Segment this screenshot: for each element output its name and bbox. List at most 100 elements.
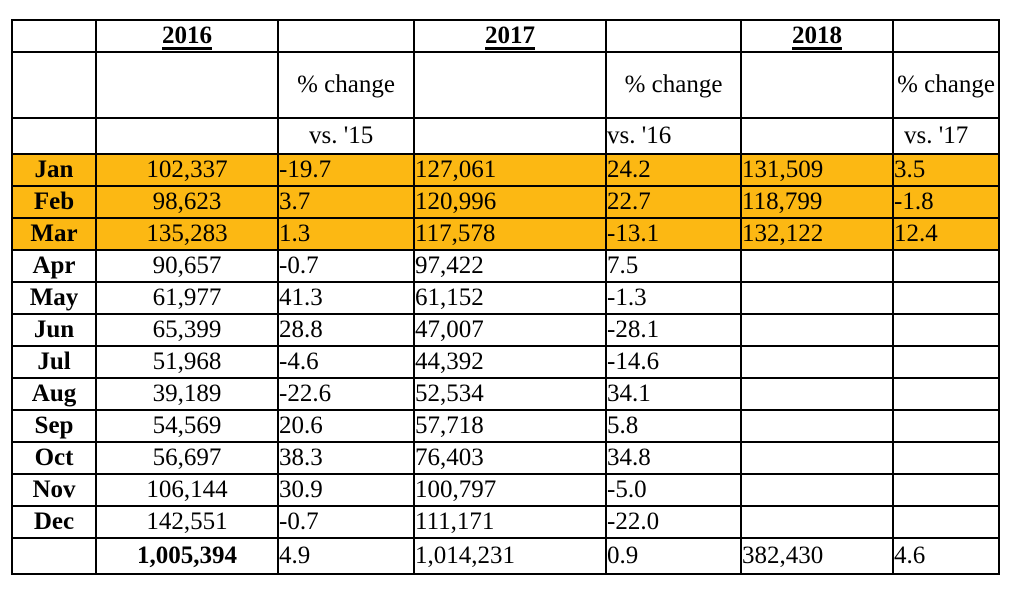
corner-cell [11, 19, 97, 53]
empty-cell [413, 117, 607, 155]
cell-2018-value [740, 281, 894, 315]
row-label: Apr [11, 249, 97, 283]
total-2017-pct: 0.9 [605, 537, 742, 575]
cell-2017-value: 100,797 [413, 473, 607, 507]
cell-2017-value: 111,171 [413, 505, 607, 539]
cell-2016-pct: 3.7 [277, 185, 415, 219]
table-row-jul: Jul 51,968 -4.6 44,392 -14.6 [11, 345, 1000, 379]
cell-2016-pct: 28.8 [277, 313, 415, 347]
year-header-2018: 2018 [740, 19, 894, 53]
cell-2018-pct [892, 281, 1000, 315]
cell-2016-pct: 41.3 [277, 281, 415, 315]
table-row-may: May 61,977 41.3 61,152 -1.3 [11, 281, 1000, 315]
empty-cell [95, 51, 279, 119]
table-row-feb: Feb 98,623 3.7 120,996 22.7 118,799 -1.8 [11, 185, 1000, 219]
empty-cell [11, 537, 97, 575]
cell-2018-pct: -1.8 [892, 185, 1000, 219]
cell-2017-pct: -5.0 [605, 473, 742, 507]
cell-2017-value: 47,007 [413, 313, 607, 347]
row-label: Aug [11, 377, 97, 411]
cell-2016-pct: -19.7 [277, 153, 415, 187]
year-header-2016: 2016 [95, 19, 279, 53]
cell-2016-pct: 38.3 [277, 441, 415, 475]
row-label: Jan [11, 153, 97, 187]
empty-cell [740, 51, 894, 119]
cell-2016-value: 98,623 [95, 185, 279, 219]
cell-2016-value: 135,283 [95, 217, 279, 251]
table-row-apr: Apr 90,657 -0.7 97,422 7.5 [11, 249, 1000, 283]
row-label: Dec [11, 505, 97, 539]
cell-2018-value: 131,509 [740, 153, 894, 187]
cell-2016-value: 39,189 [95, 377, 279, 411]
total-2016-value: 1,005,394 [95, 537, 279, 575]
vs-16-header: vs. '16 [605, 117, 742, 155]
empty-cell [11, 117, 97, 155]
vs-17-header: vs. '17 [892, 117, 1000, 155]
row-label: Nov [11, 473, 97, 507]
cell-2016-value: 102,337 [95, 153, 279, 187]
table-row-dec: Dec 142,551 -0.7 111,171 -22.0 [11, 505, 1000, 539]
cell-2018-value: 132,122 [740, 217, 894, 251]
year-header-2017: 2017 [413, 19, 607, 53]
cell-2017-pct: 22.7 [605, 185, 742, 219]
table-row-nov: Nov 106,144 30.9 100,797 -5.0 [11, 473, 1000, 507]
cell-2017-pct: -1.3 [605, 281, 742, 315]
cell-2018-pct [892, 345, 1000, 379]
row-label: Jul [11, 345, 97, 379]
cell-2017-pct: 7.5 [605, 249, 742, 283]
pct-change-header-2017: % change [605, 51, 742, 119]
total-2017-value: 1,014,231 [413, 537, 607, 575]
pct-change-header-2016: % change [277, 51, 415, 119]
cell-2016-pct: 20.6 [277, 409, 415, 443]
cell-2018-pct: 12.4 [892, 217, 1000, 251]
cell-2016-pct: 1.3 [277, 217, 415, 251]
cell-2018-pct [892, 249, 1000, 283]
cell-2016-pct: -22.6 [277, 377, 415, 411]
cell-2018-value [740, 377, 894, 411]
empty-cell [277, 19, 415, 53]
empty-cell [95, 117, 279, 155]
cell-2017-pct: 34.8 [605, 441, 742, 475]
row-label: Sep [11, 409, 97, 443]
cell-2017-value: 120,996 [413, 185, 607, 219]
row-label: Oct [11, 441, 97, 475]
cell-2017-value: 97,422 [413, 249, 607, 283]
empty-cell [413, 51, 607, 119]
cell-2017-pct: -13.1 [605, 217, 742, 251]
cell-2018-pct: 3.5 [892, 153, 1000, 187]
vs-year-header-row: vs. '15 vs. '16 vs. '17 [11, 117, 1000, 155]
cell-2018-pct [892, 505, 1000, 539]
cell-2018-pct [892, 473, 1000, 507]
table-row-mar: Mar 135,283 1.3 117,578 -13.1 132,122 12… [11, 217, 1000, 251]
cell-2016-pct: 30.9 [277, 473, 415, 507]
monthly-totals-table: 2016 2017 2018 % change % change % chang… [11, 19, 1000, 575]
pct-change-header-row: % change % change % change [11, 51, 1000, 119]
cell-2018-value [740, 345, 894, 379]
cell-2018-value [740, 249, 894, 283]
cell-2017-pct: -22.0 [605, 505, 742, 539]
cell-2018-value: 118,799 [740, 185, 894, 219]
cell-2018-value [740, 505, 894, 539]
cell-2017-value: 61,152 [413, 281, 607, 315]
cell-2016-value: 61,977 [95, 281, 279, 315]
cell-2018-pct [892, 377, 1000, 411]
cell-2018-value [740, 409, 894, 443]
empty-cell [605, 19, 742, 53]
cell-2017-pct: 34.1 [605, 377, 742, 411]
empty-cell [892, 19, 1000, 53]
cell-2017-value: 117,578 [413, 217, 607, 251]
cell-2016-pct: -4.6 [277, 345, 415, 379]
cell-2016-value: 142,551 [95, 505, 279, 539]
cell-2017-value: 52,534 [413, 377, 607, 411]
row-label: Mar [11, 217, 97, 251]
table-row-aug: Aug 39,189 -22.6 52,534 34.1 [11, 377, 1000, 411]
total-2018-pct: 4.6 [892, 537, 1000, 575]
cell-2018-value [740, 313, 894, 347]
total-2018-value: 382,430 [740, 537, 894, 575]
cell-2016-pct: -0.7 [277, 249, 415, 283]
pct-change-header-2018: % change [892, 51, 1000, 119]
table-row-sep: Sep 54,569 20.6 57,718 5.8 [11, 409, 1000, 443]
row-label: Feb [11, 185, 97, 219]
year-header-row: 2016 2017 2018 [11, 19, 1000, 53]
